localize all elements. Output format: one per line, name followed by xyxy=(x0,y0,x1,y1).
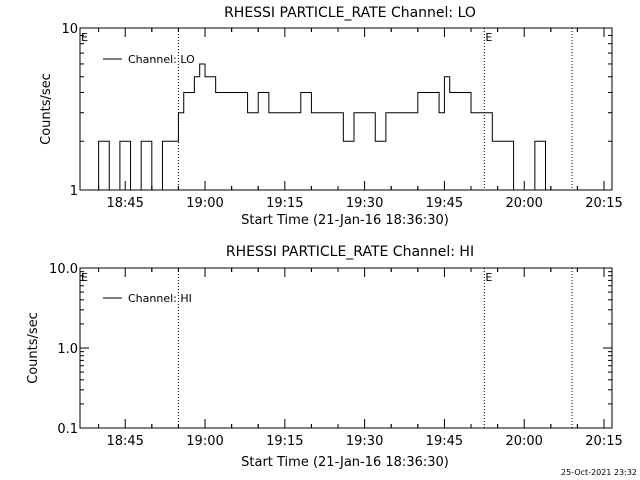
axis-ticks-lo: 18:45 19:00 19:15 19:30 19:45 20:00 20:15 1 10 xyxy=(61,22,622,211)
y-tick-label-hi: 1.0 xyxy=(57,342,78,357)
x-tick-label-lo: 19:15 xyxy=(266,196,303,211)
timestamp: 25-Oct-2021 23:32 xyxy=(561,468,637,477)
y-tick-label-lo: 1 xyxy=(70,184,78,199)
event-marker-lo: E xyxy=(485,31,492,44)
title-lo: RHESSI PARTICLE_RATE Channel: LO xyxy=(224,5,476,21)
x-tick-label-lo: 18:45 xyxy=(106,196,143,211)
panel-hi: RHESSI PARTICLE_RATE Channel: HI 18:45 19… xyxy=(26,244,623,470)
legend-label-hi: Channel: HI xyxy=(128,292,192,305)
x-tick-label-hi: 20:00 xyxy=(505,434,542,449)
x-tick-label-lo: 20:00 xyxy=(505,196,542,211)
x-tick-label-hi: 19:45 xyxy=(426,434,463,449)
axis-ticks-hi: 18:45 19:00 19:15 19:30 19:45 20:00 20:15 0.1 1.… xyxy=(49,262,623,449)
plot-frame-lo xyxy=(79,27,613,191)
x-tick-label-hi: 19:15 xyxy=(266,434,303,449)
panel-lo: RHESSI PARTICLE_RATE Channel: LO 18:45 19… xyxy=(39,5,623,228)
series-line-lo xyxy=(82,63,551,191)
x-tick-label-lo: 19:30 xyxy=(346,196,383,211)
x-axis-label-lo: Start Time (21-Jan-16 18:36:30) xyxy=(241,213,449,228)
y-tick-label-hi: 0.1 xyxy=(57,422,78,437)
x-tick-label-hi: 18:45 xyxy=(106,434,143,449)
y-axis-label-lo: Counts/sec xyxy=(39,73,54,145)
y-tick-label-lo: 10 xyxy=(61,22,78,37)
event-marker-hi: E xyxy=(485,271,492,284)
title-hi: RHESSI PARTICLE_RATE Channel: HI xyxy=(226,244,474,260)
event-marker-hi: E xyxy=(81,271,88,284)
y-axis-label-hi: Counts/sec xyxy=(26,312,41,384)
event-marker-lo: E xyxy=(81,31,88,44)
x-tick-label-lo: 19:45 xyxy=(426,196,463,211)
x-tick-label-hi: 19:30 xyxy=(346,434,383,449)
x-tick-label-lo: 20:15 xyxy=(585,196,622,211)
y-tick-label-hi: 10.0 xyxy=(49,262,78,277)
x-tick-label-hi: 20:15 xyxy=(585,434,622,449)
x-tick-label-hi: 19:00 xyxy=(186,434,223,449)
x-axis-label-hi: Start Time (21-Jan-16 18:36:30) xyxy=(241,455,449,470)
x-tick-label-lo: 19:00 xyxy=(186,196,223,211)
legend-label-lo: Channel: LO xyxy=(128,53,195,66)
